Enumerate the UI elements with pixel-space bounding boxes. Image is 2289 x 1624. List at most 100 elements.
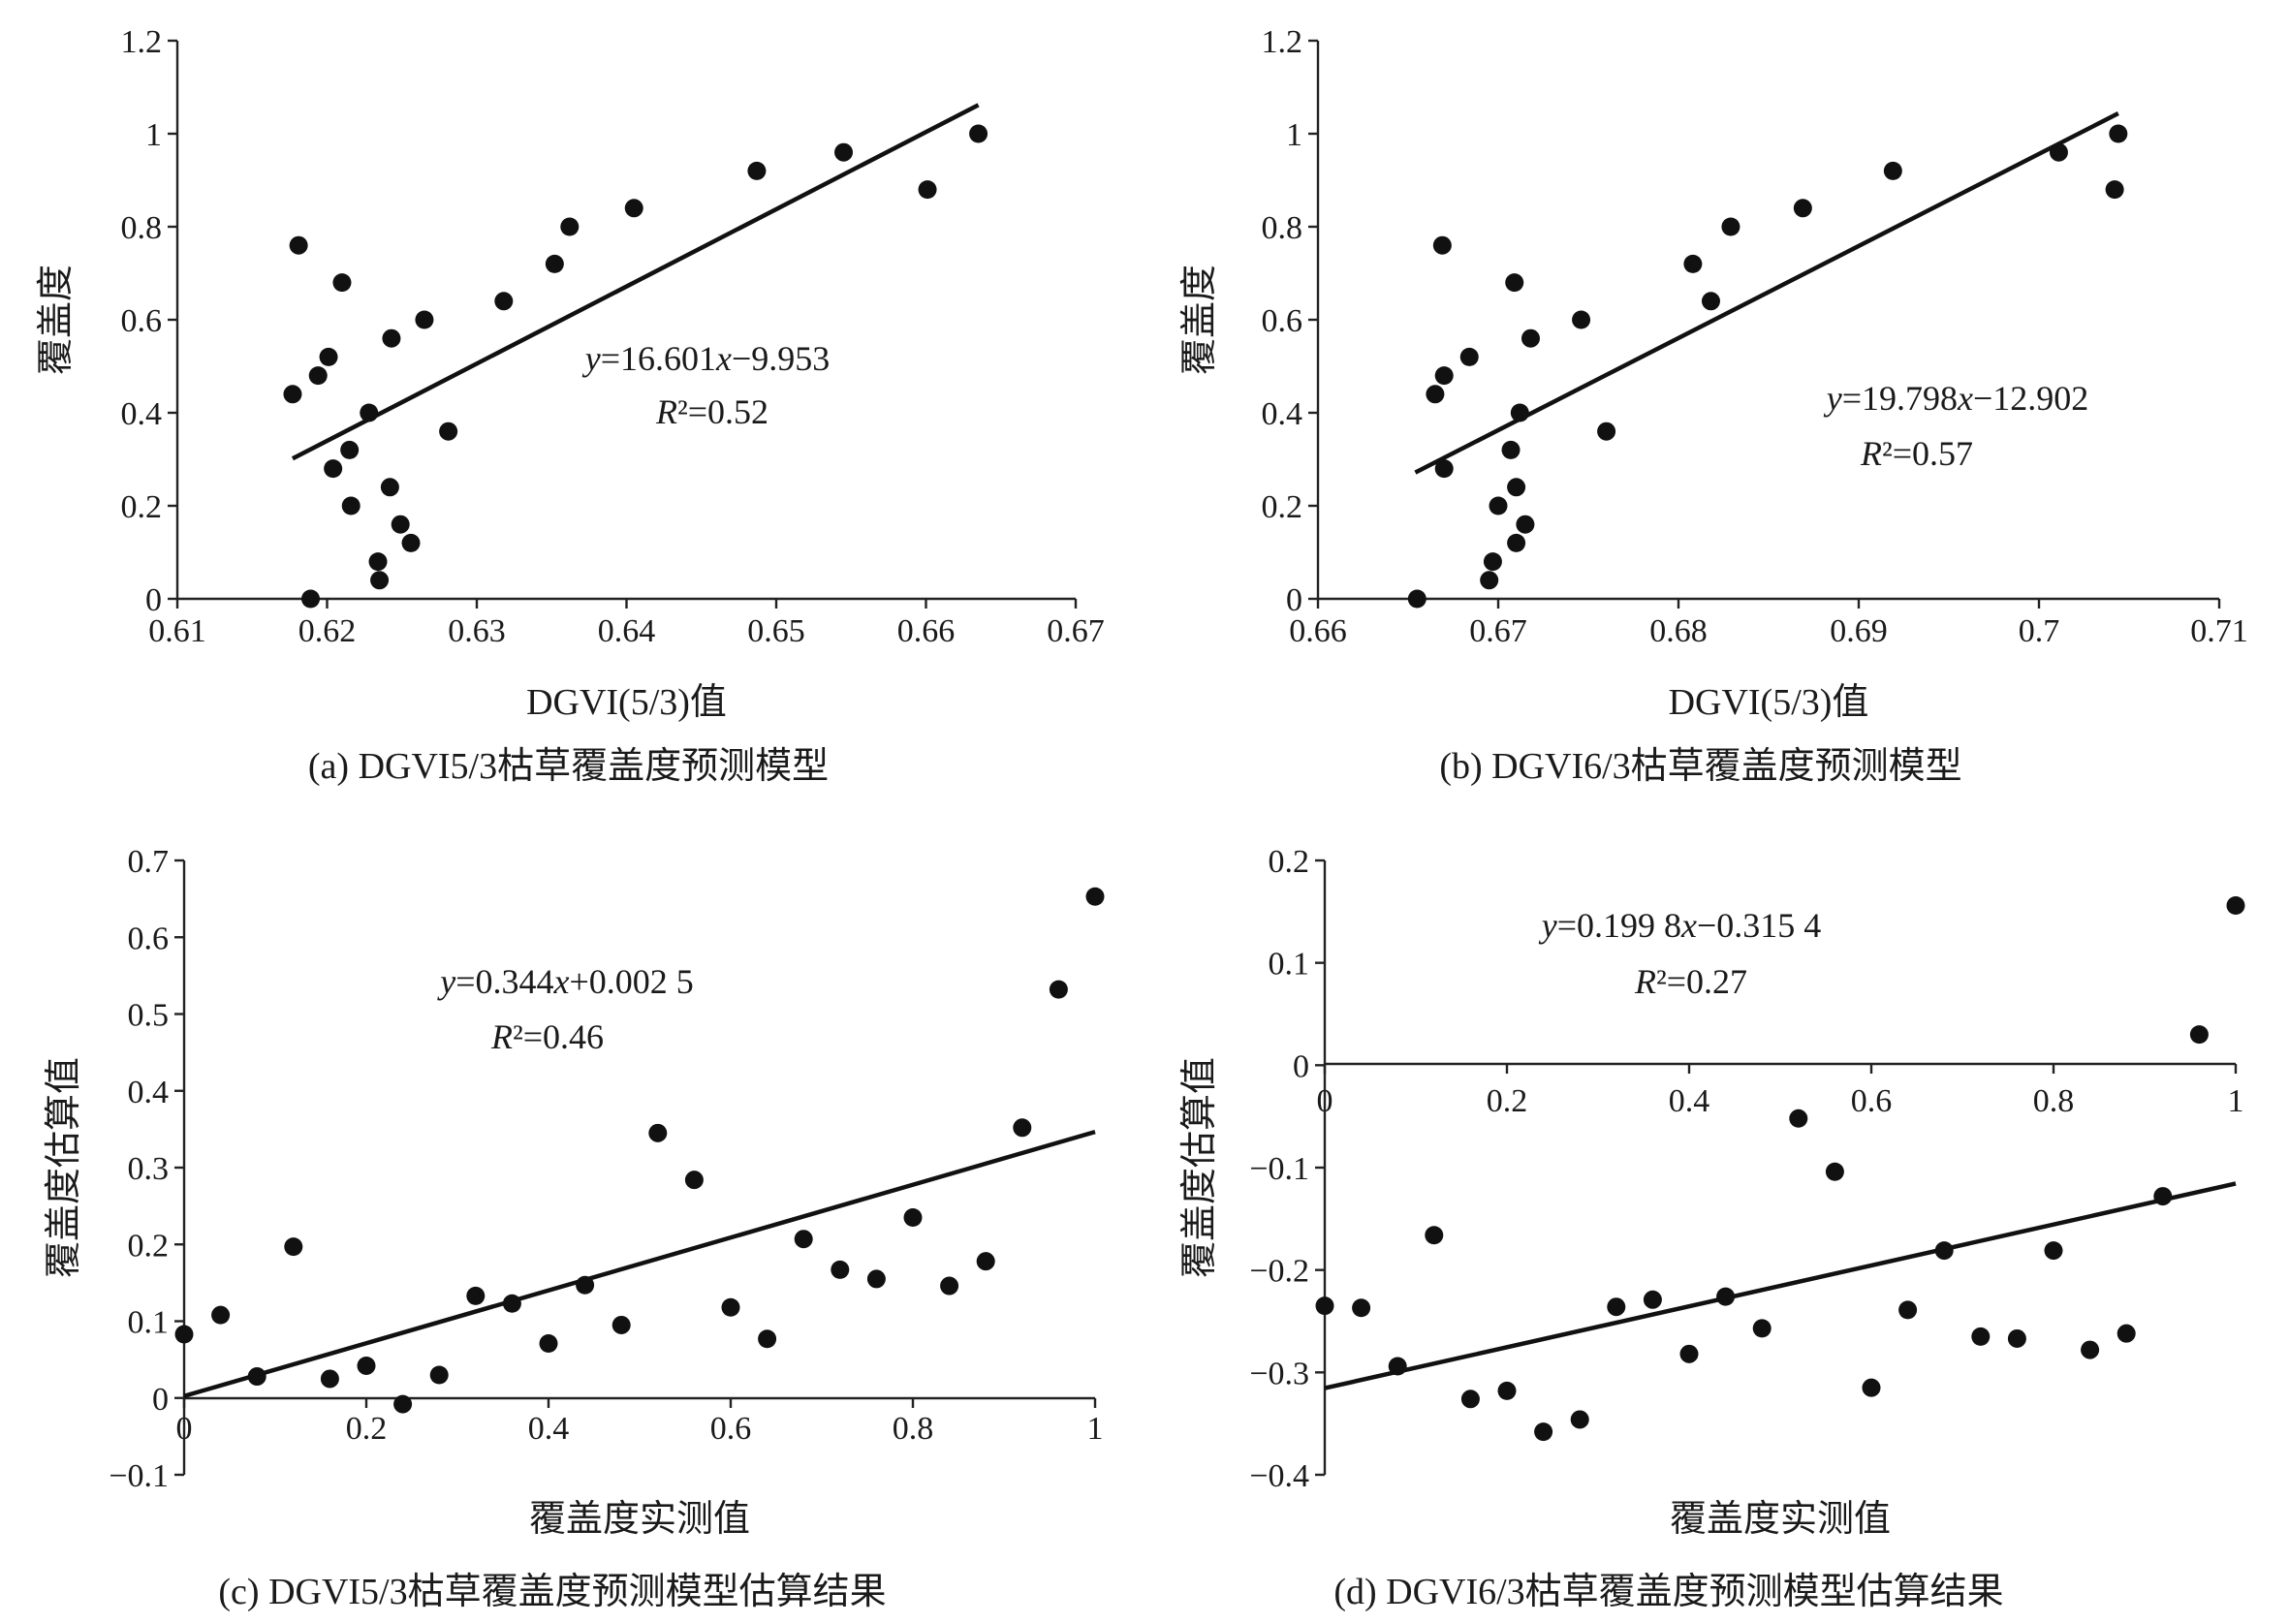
data-point <box>1825 1162 1844 1181</box>
panel-caption: (d) DGVI6/3枯草覆盖度预测模型估算结果 <box>1333 1572 2003 1612</box>
x-tick-label: 0 <box>176 1411 193 1447</box>
y-tick-label: 0.4 <box>121 396 163 432</box>
data-point <box>289 235 308 255</box>
data-point <box>1426 385 1445 404</box>
panel-c: −0.100.10.20.30.40.50.60.70 0.2 0.4 0.6 0.8 1… <box>44 844 1105 1612</box>
data-point <box>1971 1327 1991 1346</box>
data-point <box>1934 1241 1954 1261</box>
y-tick-label: 0.2 <box>1269 844 1310 880</box>
data-point <box>2007 1328 2026 1348</box>
data-point <box>247 1367 267 1387</box>
data-point <box>834 142 854 162</box>
data-point <box>211 1305 231 1325</box>
data-point <box>969 124 988 143</box>
data-point <box>976 1252 995 1271</box>
x-tick-label: 0.8 <box>893 1411 934 1447</box>
regression-equation: y=0.344x+0.002 5 <box>437 962 694 1001</box>
data-point <box>611 1315 631 1334</box>
data-point <box>1505 273 1524 293</box>
data-point <box>747 161 767 180</box>
data-point <box>576 1275 595 1295</box>
x-tick-label: 0.6 <box>710 1411 752 1447</box>
y-axis-title: 覆盖度估算值 <box>1179 1057 1220 1278</box>
data-point <box>918 180 937 200</box>
data-point <box>1516 515 1535 534</box>
x-tick-label: 0.62 <box>298 613 357 649</box>
data-point <box>1607 1297 1626 1317</box>
x-axis-title: 覆盖度实测值 <box>529 1499 750 1540</box>
y-tick-label: −0.2 <box>1249 1254 1309 1290</box>
y-tick-label: 0 <box>1293 1048 1309 1084</box>
y-tick-label: −0.3 <box>1249 1356 1309 1391</box>
data-point <box>1013 1118 1032 1138</box>
data-point <box>1483 552 1502 572</box>
data-point <box>1315 1296 1334 1316</box>
data-point <box>1434 366 1454 386</box>
y-tick-label: 1 <box>1286 117 1302 153</box>
data-point <box>1510 403 1529 422</box>
data-point <box>1432 235 1452 255</box>
data-point <box>1793 199 1812 218</box>
data-point <box>502 1294 521 1313</box>
data-point <box>1752 1319 1772 1338</box>
y-tick-label: 0 <box>1286 582 1302 618</box>
data-point <box>2044 1241 2063 1261</box>
y-tick-label: 0 <box>152 1382 169 1418</box>
x-axis-title: DGVI(5/3)值 <box>1669 682 1869 723</box>
x-tick-label: 0.67 <box>1047 613 1105 649</box>
data-point <box>1507 533 1526 552</box>
regression-line <box>1324 1181 2237 1390</box>
r-squared-label: R²=0.46 <box>490 1017 604 1056</box>
y-axis-title: 覆盖度 <box>1179 265 1220 375</box>
y-tick-label: 0.8 <box>121 210 163 246</box>
regression-equation: y=0.199 8x−0.315 4 <box>1539 906 1822 945</box>
r-squared-label: R²=0.27 <box>1634 962 1747 1001</box>
data-point <box>319 347 338 366</box>
data-point <box>1497 1381 1517 1400</box>
x-tick-label: 0.63 <box>448 613 506 649</box>
y-tick-label: 0.1 <box>128 1305 170 1341</box>
y-tick-label: 0.1 <box>1269 947 1310 983</box>
y-tick-label: 0.2 <box>128 1228 170 1264</box>
x-tick-label: 0.68 <box>1649 613 1708 649</box>
y-tick-label: 0.6 <box>128 921 170 956</box>
data-point <box>684 1171 704 1190</box>
r-squared-label: R²=0.57 <box>1860 434 1973 473</box>
data-point <box>1459 347 1479 366</box>
x-tick-label: 0.64 <box>598 613 656 649</box>
data-point <box>1570 1410 1589 1429</box>
y-axis-title: 覆盖度 <box>36 265 77 375</box>
regression-equation: y=19.798x−12.902 <box>1824 379 2089 418</box>
data-point <box>380 478 399 497</box>
data-point <box>940 1276 959 1296</box>
data-point <box>391 515 410 534</box>
x-tick-label: 0.66 <box>1289 613 1347 649</box>
x-tick-label: 0.67 <box>1469 613 1527 649</box>
x-tick-label: 0.65 <box>747 613 805 649</box>
x-tick-label: 0 <box>1317 1083 1333 1119</box>
data-point <box>2049 142 2068 162</box>
data-point <box>1425 1226 1444 1245</box>
data-point <box>382 328 401 348</box>
data-point <box>1049 980 1068 999</box>
y-tick-label: 0.6 <box>121 303 163 339</box>
r-squared-label: R²=0.52 <box>655 392 768 431</box>
y-tick-label: 1.2 <box>1262 24 1303 60</box>
regression-line <box>1414 111 2119 475</box>
data-point <box>1683 254 1703 273</box>
panel-caption: (b) DGVI6/3枯草覆盖度预测模型 <box>1439 746 1961 787</box>
data-point <box>1898 1300 1918 1320</box>
data-point <box>174 1325 194 1344</box>
y-tick-label: 1.2 <box>121 24 163 60</box>
data-point <box>560 217 580 236</box>
data-point <box>283 385 302 404</box>
x-axis-title: 覆盖度实测值 <box>1670 1499 1891 1540</box>
x-tick-label: 0.61 <box>148 613 206 649</box>
data-point <box>1388 1357 1407 1376</box>
data-point <box>721 1297 740 1317</box>
y-tick-label: −0.1 <box>109 1458 169 1494</box>
data-point <box>794 1230 813 1249</box>
data-point <box>831 1260 850 1279</box>
data-point <box>332 273 352 293</box>
